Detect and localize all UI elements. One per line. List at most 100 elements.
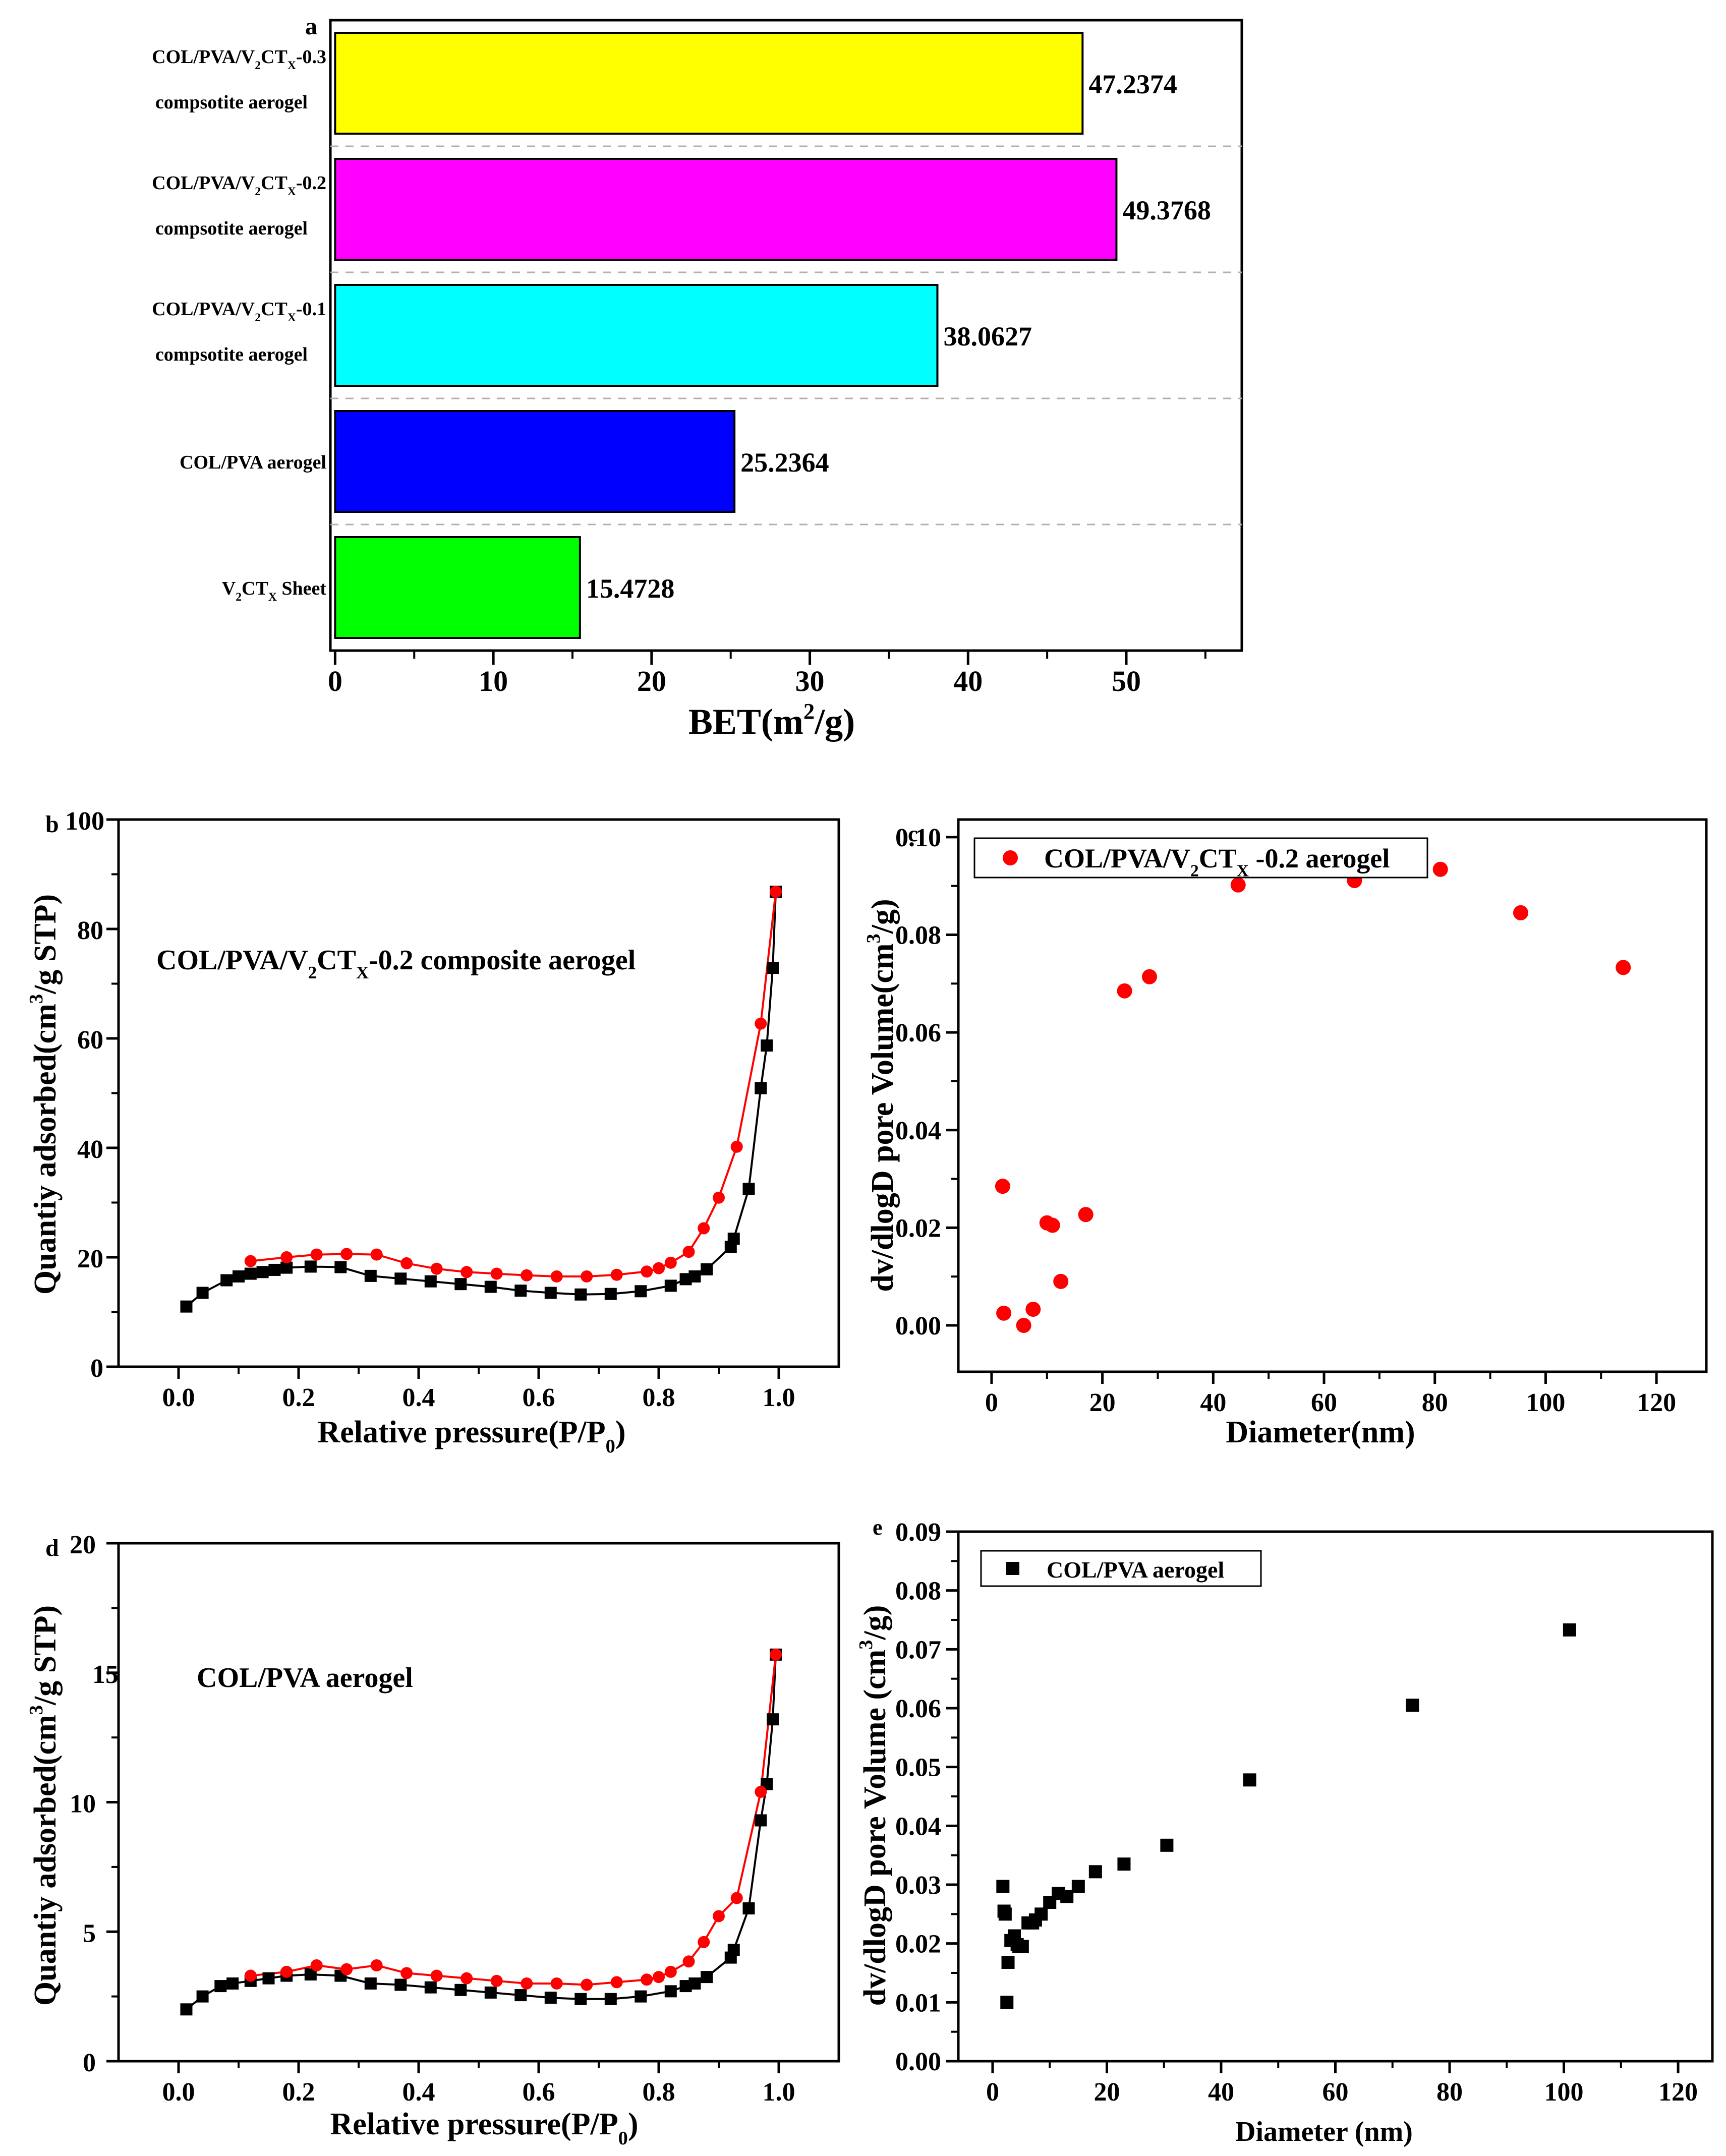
y-tick-label: 0.00 (895, 2048, 941, 2076)
x-tick-label: 1.0 (763, 2078, 795, 2107)
y-tick-label: 60 (77, 1026, 103, 1055)
series-line-desorption (250, 1654, 777, 1986)
data-point (268, 1263, 281, 1276)
data-point (454, 1278, 467, 1291)
y-tick-label: 0.10 (895, 824, 941, 852)
data-point (1071, 1880, 1085, 1893)
data-point (664, 1279, 677, 1292)
data-point (424, 1275, 437, 1288)
bar-value-label: 25.2364 (740, 447, 829, 478)
data-point (280, 1251, 293, 1263)
series-line-desorption (250, 891, 777, 1277)
y-tick-label: 0.05 (895, 1754, 941, 1782)
y-tick-label: 0.08 (895, 1577, 941, 1606)
data-point (641, 1265, 653, 1278)
data-point (1243, 1773, 1256, 1787)
data-point (1230, 877, 1246, 893)
data-point (604, 1993, 617, 2005)
data-point (550, 1270, 563, 1283)
legend-box (980, 1550, 1262, 1587)
x-tick-label: 20 (637, 665, 666, 697)
legend-box (973, 837, 1428, 879)
y-tick-label: 0.08 (895, 921, 941, 950)
x-tick-label: 0.4 (402, 1383, 435, 1412)
data-point (574, 1288, 587, 1301)
y-tick-label: 100 (65, 807, 104, 836)
data-point (244, 1255, 257, 1267)
x-tick-label: 60 (1322, 2078, 1349, 2107)
data-point (727, 1233, 740, 1245)
y-tick-label: 0 (83, 2049, 96, 2077)
category-label: COL/PVA aerogel (180, 452, 326, 473)
y-tick-label: 0.04 (895, 1117, 941, 1145)
data-point (430, 1969, 443, 1982)
x-tick-label: 0 (985, 1388, 998, 1417)
y-tick-label: 0.01 (895, 1989, 941, 2017)
y-tick-label: 0.02 (895, 1930, 941, 1959)
data-point (310, 1248, 323, 1261)
category-label: COL/PVA/V2CTX-0.1 (152, 299, 326, 324)
data-point (664, 1256, 677, 1269)
data-point (310, 1959, 323, 1972)
data-point (713, 1910, 725, 1922)
data-point (574, 1993, 587, 2005)
data-point (424, 1981, 437, 1994)
data-point (698, 1936, 710, 1948)
data-point (1045, 1217, 1060, 1233)
panel-e-label: e (873, 1515, 883, 1540)
data-point (755, 1017, 767, 1030)
category-label: COL/PVA/V2CTX-0.2 (152, 172, 326, 198)
data-point (1025, 1302, 1041, 1317)
chart-annotation: COL/PVA aerogel (197, 1662, 413, 1694)
panel-c-label: c (908, 822, 918, 846)
data-point (727, 1944, 740, 1956)
data-point (641, 1973, 653, 1986)
data-point (220, 1274, 233, 1287)
data-point (244, 1969, 257, 1982)
data-point (490, 1974, 503, 1987)
x-tick-label: 100 (1544, 2078, 1584, 2107)
data-point (1616, 960, 1631, 975)
data-point (180, 1300, 193, 1313)
x-tick-label: 0.6 (523, 1383, 555, 1412)
data-point (767, 1713, 779, 1726)
y-tick-label: 0.09 (895, 1518, 941, 1547)
x-axis-title: Diameter(nm) (1226, 1415, 1415, 1449)
x-axis-title: Relative pressure(P/P0) (330, 2107, 639, 2149)
x-tick-label: 20 (1089, 1388, 1116, 1417)
x-tick-label: 0.2 (282, 1383, 315, 1412)
legend-label: COL/PVA aerogel (1047, 1557, 1224, 1583)
data-point (521, 1977, 533, 1990)
data-point (214, 1980, 227, 1993)
data-point (1060, 1890, 1074, 1903)
data-point (701, 1263, 713, 1275)
y-tick-label: 40 (77, 1135, 103, 1164)
legend-marker (1003, 850, 1018, 865)
data-point (1117, 983, 1132, 999)
data-point (340, 1248, 353, 1260)
category-label-line2: compsotite aerogel (155, 92, 308, 113)
data-point (1001, 1956, 1015, 1969)
data-point (461, 1266, 473, 1278)
data-point (1088, 1865, 1102, 1879)
bar (334, 410, 736, 513)
y-axis-title: Quantiy adsorbed(cm3/g STP) (26, 894, 63, 1295)
data-point (698, 1222, 710, 1235)
data-point (256, 1266, 269, 1278)
data-point (514, 1989, 527, 2002)
data-point (742, 1902, 755, 1915)
data-point (364, 1269, 377, 1282)
data-point (370, 1248, 383, 1261)
data-point (610, 1268, 623, 1281)
x-axis-title: Diameter (nm) (1235, 2116, 1413, 2147)
data-point (180, 2003, 193, 2016)
data-point (996, 1305, 1012, 1321)
x-tick-label: 0 (328, 665, 342, 697)
panel-b-label: b (45, 811, 59, 838)
y-tick-label: 0 (90, 1354, 103, 1383)
data-point (244, 1267, 257, 1280)
data-point (682, 1955, 695, 1968)
x-axis-title: BET(m2/g) (688, 698, 855, 742)
data-point (1000, 1996, 1014, 2009)
data-point (761, 1039, 773, 1052)
